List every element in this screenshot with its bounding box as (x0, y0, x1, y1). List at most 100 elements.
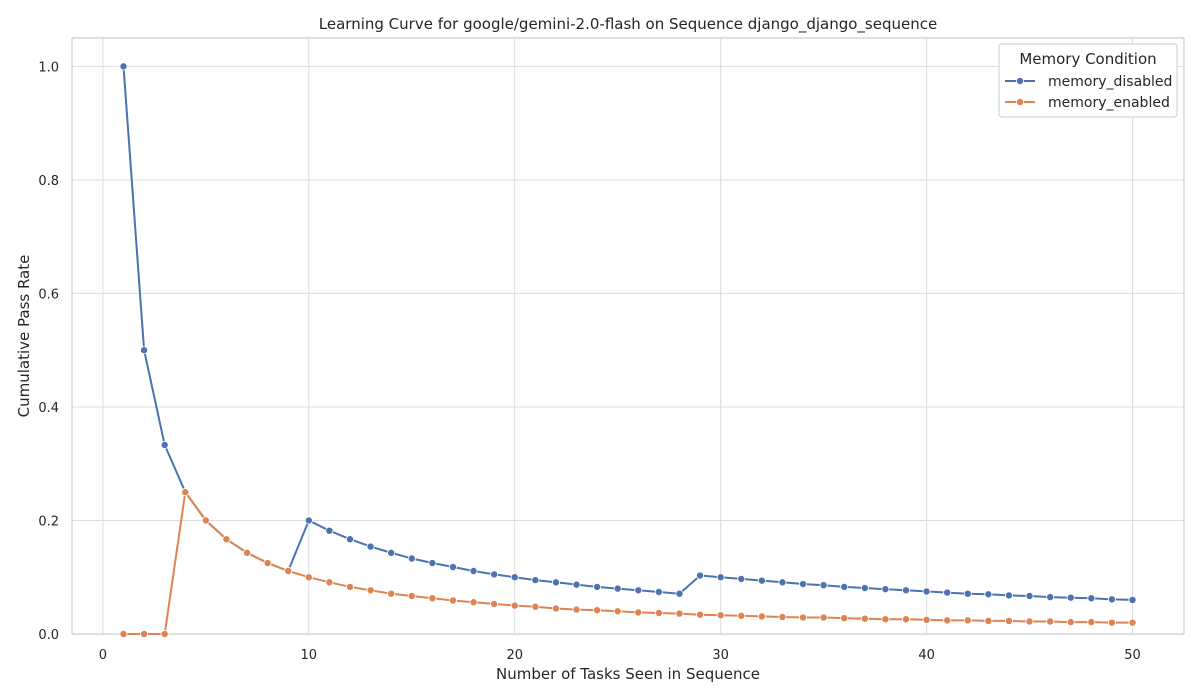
data-point (1025, 617, 1034, 626)
data-point (943, 616, 952, 625)
data-point (593, 582, 602, 591)
data-point (1128, 618, 1137, 627)
data-point (572, 605, 581, 614)
data-point (387, 589, 396, 598)
data-point (840, 614, 849, 623)
series-memory_enabled (119, 488, 1137, 639)
data-point (1046, 617, 1055, 626)
legend-entries: memory_disabled memory_enabled (1005, 74, 1172, 111)
y-tick-labels: 0.0 0.2 0.4 0.6 0.8 1.0 (38, 60, 59, 643)
data-point (490, 599, 499, 608)
data-point (325, 578, 334, 587)
legend: Memory Condition memory_disabled memory_e… (998, 43, 1178, 118)
data-point (922, 587, 931, 596)
data-point (778, 612, 787, 621)
x-axis-label: Number of Tasks Seen in Sequence (496, 665, 760, 683)
data-point (860, 584, 869, 593)
legend-title: Memory Condition (1019, 50, 1156, 68)
data-point (325, 526, 334, 535)
data-point (222, 535, 231, 544)
data-point (654, 587, 663, 596)
y-tick-label: 0.6 (38, 287, 59, 302)
data-point (634, 586, 643, 595)
data-point (819, 613, 828, 622)
y-tick-label: 0.0 (38, 628, 59, 643)
data-point (1025, 591, 1034, 600)
data-point (799, 580, 808, 589)
data-point (593, 606, 602, 615)
x-tick-label: 20 (506, 648, 523, 663)
data-point (490, 570, 499, 579)
y-axis-label: Cumulative Pass Rate (15, 255, 33, 418)
data-point (1004, 616, 1013, 625)
data-point (840, 582, 849, 591)
legend-label: memory_disabled (1048, 74, 1172, 90)
data-point (304, 573, 313, 582)
y-tick-label: 0.8 (38, 174, 59, 189)
data-point (1128, 595, 1137, 604)
data-point (963, 616, 972, 625)
data-point (675, 589, 684, 598)
data-point (654, 608, 663, 617)
data-point (819, 581, 828, 590)
y-tick-label: 0.4 (38, 401, 59, 416)
data-point (263, 559, 272, 568)
data-point (160, 630, 169, 639)
data-point (757, 576, 766, 585)
data-point (469, 566, 478, 575)
data-point (551, 578, 560, 587)
data-point (943, 588, 952, 597)
data-point (304, 516, 313, 525)
series-layer (119, 62, 1137, 639)
data-point (366, 586, 375, 595)
data-point (716, 573, 725, 582)
data-point (1066, 593, 1075, 602)
data-point (510, 573, 519, 582)
data-point (160, 440, 169, 449)
legend-box (998, 43, 1178, 118)
data-point (119, 630, 128, 639)
data-point (510, 601, 519, 610)
data-point (407, 554, 416, 563)
data-point (757, 612, 766, 621)
data-point (902, 615, 911, 624)
data-point (1087, 594, 1096, 603)
legend-marker (1016, 77, 1025, 86)
data-point (140, 346, 149, 355)
data-point (902, 586, 911, 595)
data-point (181, 488, 190, 497)
data-point (634, 608, 643, 617)
data-point (243, 548, 252, 557)
y-tick-label: 1.0 (38, 60, 59, 75)
data-point (387, 548, 396, 557)
data-point (613, 584, 622, 593)
data-point (1087, 618, 1096, 627)
data-point (984, 590, 993, 599)
data-point (716, 611, 725, 620)
data-point (881, 615, 890, 624)
x-tick-label: 30 (712, 648, 729, 663)
data-point (366, 542, 375, 551)
legend-entry-memory_disabled: memory_disabled (1005, 74, 1172, 90)
data-point (1107, 618, 1116, 627)
data-point (963, 589, 972, 598)
data-point (469, 598, 478, 607)
data-point (551, 604, 560, 613)
data-point (1046, 593, 1055, 602)
data-point (613, 607, 622, 616)
data-point (984, 616, 993, 625)
data-point (284, 566, 293, 575)
data-point (922, 615, 931, 624)
data-point (737, 574, 746, 583)
data-point (345, 582, 354, 591)
data-point (448, 563, 457, 572)
data-point (531, 602, 540, 611)
data-point (1107, 595, 1116, 604)
plot-frame (71, 37, 1185, 635)
legend-entry-memory_enabled: memory_enabled (1005, 95, 1170, 111)
x-tick-labels: 0 10 20 30 40 50 (99, 648, 1141, 663)
data-point (778, 578, 787, 587)
data-point (1066, 618, 1075, 627)
data-point (448, 596, 457, 605)
